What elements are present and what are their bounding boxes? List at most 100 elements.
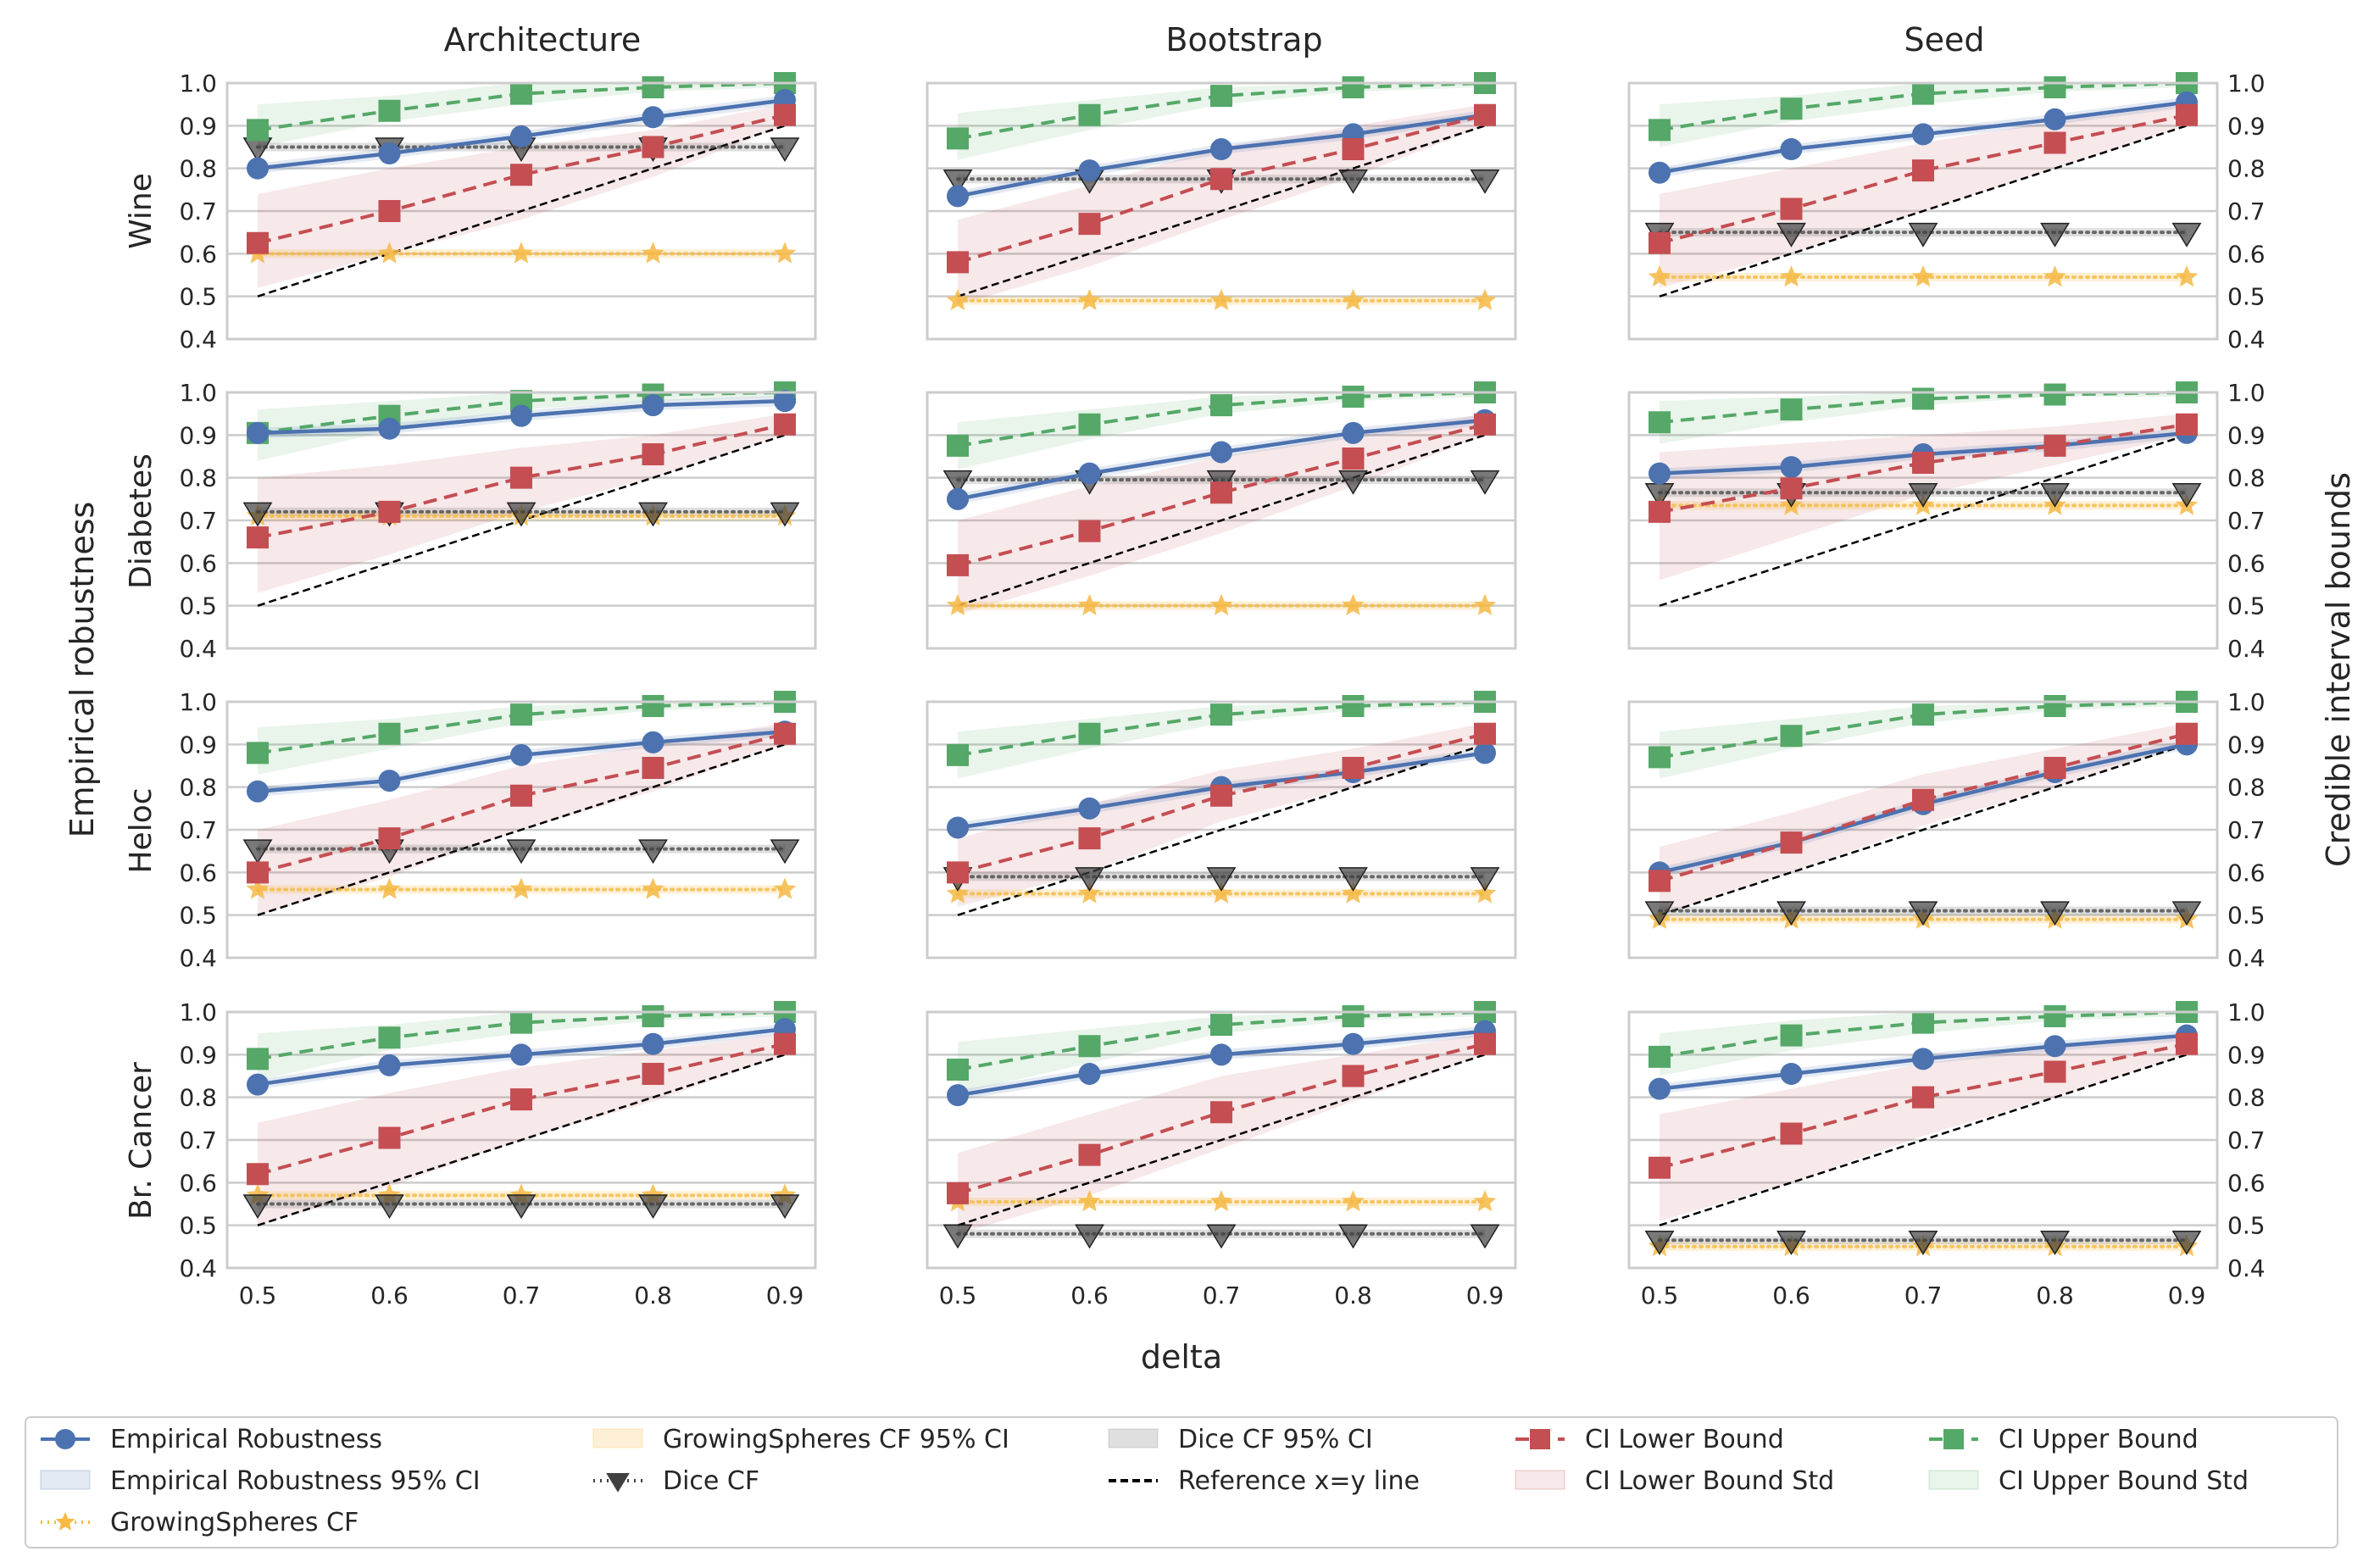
ci-upper-bound-point-0 [1649,1045,1671,1068]
panel-diabetes-bootstrap [926,381,1517,650]
ci-lower-bound-point-4 [774,722,796,745]
legend-swatch [1515,1470,1565,1490]
ci-lower-bound-point-4 [2176,413,2198,436]
legend-label: CI Upper Bound Std [1999,1466,2249,1496]
y-tick-label: 1.0 [2227,70,2266,97]
panel-br-cancer-architecture: 0.4 0.5 0.6 0.7 0.8 0.9 1.0 0.5 0.6 0.7 0.8 0.9 [179,998,817,1309]
y-tick-label: 0.6 [179,240,217,268]
x-tick-label: 0.6 [1772,1282,1810,1309]
empirical-robustness-point-1 [378,417,401,440]
y-tick-label: 0.4 [179,944,217,972]
ci-lower-bound-point-4 [1474,413,1496,436]
ci-upper-bound-point-3 [642,76,664,99]
reference-line [257,1054,786,1226]
dice-cf-point-2 [1908,483,1938,508]
x-tick-label: 0.5 [239,1282,277,1309]
y-tick-label: 0.9 [2227,112,2266,140]
legend-label: Reference x=y line [1178,1466,1420,1496]
legend-label: Dice CF 95% CI [1178,1425,1373,1454]
y-tick-label: 0.6 [179,859,217,887]
ci-upper-bound-point-3 [642,1005,664,1028]
ci-lower-bound-point-0 [247,861,269,884]
reference-line [1659,434,2188,607]
x-axis-title: delta [1141,1338,1222,1376]
ci-lower-bound-point-4 [2176,1032,2198,1055]
empirical-robustness-point-0 [247,421,269,444]
ci-upper-bound-point-2 [1210,85,1232,108]
y-tick-label: 0.4 [2227,325,2266,353]
ci-lower-bound-point-1 [378,200,401,222]
dice-cf-point-2 [1206,867,1237,892]
y-tick-label: 0.7 [2227,816,2266,844]
y-tick-label: 0.8 [179,1084,217,1112]
reference-line [957,1054,1486,1226]
ci-upper-bound-point-3 [2043,1005,2066,1028]
growingspheres-cf-point-2 [1209,288,1233,310]
legend-label: GrowingSpheres CF [110,1508,359,1537]
ci-upper-bound-point-1 [378,1026,401,1049]
panel-br-cancer-bootstrap: 0.5 0.6 0.7 0.8 0.9 [926,1001,1517,1309]
ci-lower-bound-point-2 [510,784,532,807]
dice-cf-point-4 [2171,483,2202,508]
empirical-robustness-point-2 [1210,138,1232,161]
empirical-robustness-point-1 [1078,159,1101,182]
y-tick-label: 0.6 [2227,1169,2266,1197]
legend-item-upper: CI Upper Bound [1929,1425,2199,1454]
y-tick-label: 1.0 [179,998,217,1026]
x-tick-label: 0.6 [1070,1282,1109,1309]
ci-lower-bound-point-2 [510,466,532,489]
growingspheres-cf-point-1 [1078,593,1101,615]
y-tick-label: 0.8 [179,464,217,492]
dice-cf-point-1 [375,1194,404,1220]
ci-upper-bound-point-0 [247,119,269,142]
panel-frame [926,81,1517,341]
dice-cf-point-2 [1908,222,1938,247]
growingspheres-cf-point-4 [1473,1190,1497,1212]
ci-upper-bound-std-band [958,1012,1485,1093]
ci-lower-bound-point-4 [2176,103,2198,126]
empirical-robustness-point-2 [510,743,532,766]
y-tick-label: 0.5 [2227,283,2266,311]
x-tick-label: 0.7 [1203,1282,1241,1309]
ci-lower-bound-point-3 [2043,1060,2066,1083]
ci-upper-bound-point-0 [947,743,969,766]
ci-upper-bound-point-1 [1780,97,1803,120]
ci-lower-bound-point-4 [1474,722,1496,745]
y-tick-label: 0.9 [2227,731,2266,759]
empirical-robustness-point-1 [1780,456,1803,479]
dice-cf-point-1 [1075,867,1104,892]
y-tick-label: 0.4 [2227,1254,2266,1282]
empirical-robustness-point-3 [642,106,664,129]
reference-line [1659,1054,2188,1226]
ci-lower-bound-point-1 [378,500,401,523]
legend-swatch-marker [55,1429,75,1449]
ci-upper-bound-point-2 [1912,1011,1934,1034]
x-tick-label: 0.9 [1466,1282,1504,1309]
dice-cf-point-2 [506,839,537,865]
ci-upper-bound-point-0 [947,434,969,457]
ci-lower-bound-point-2 [1912,1086,1934,1109]
ci-lower-bound-line [1659,1042,2188,1170]
panels-layer: 0.4 0.5 0.6 0.7 0.8 0.9 1.0 0.4 0.5 0.6 0.7 0.8 0.9 1… [179,70,2265,1309]
ci-lower-bound-point-2 [1912,788,1934,811]
y-tick-label: 0.9 [179,1041,217,1069]
ci-lower-bound-line [257,731,786,875]
growingspheres-cf-point-3 [642,242,664,264]
dice-cf-point-4 [1470,470,1500,495]
ci-lower-bound-point-2 [1912,452,1934,475]
y-tick-label: 1.0 [2227,688,2266,716]
legend-label: Empirical Robustness 95% CI [110,1466,481,1496]
empirical-robustness-point-1 [378,142,401,165]
ci-upper-bound-point-1 [1780,725,1803,748]
ci-lower-bound-point-3 [2043,434,2066,457]
ci-upper-bound-std-band [258,83,785,147]
dice-cf-point-0 [942,1224,973,1249]
empirical-robustness-point-2 [1210,1043,1232,1066]
ci-lower-bound-point-0 [1649,500,1671,523]
legend-swatch-marker [1943,1429,1964,1449]
panel-br-cancer-seed: 0.4 0.5 0.6 0.7 0.8 0.9 1.0 0.5 0.6 0.7 0.8 0.9 [1627,998,2266,1309]
ci-lower-bound-point-1 [1780,1122,1803,1145]
y-axis-title-left: Empirical robustness [64,502,101,838]
ci-lower-bound-point-0 [247,1163,269,1186]
empirical-robustness-point-2 [510,404,532,427]
